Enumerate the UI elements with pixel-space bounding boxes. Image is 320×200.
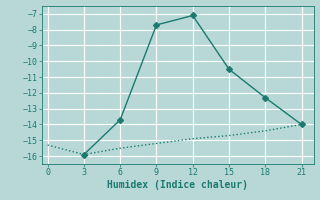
X-axis label: Humidex (Indice chaleur): Humidex (Indice chaleur) — [107, 180, 248, 190]
